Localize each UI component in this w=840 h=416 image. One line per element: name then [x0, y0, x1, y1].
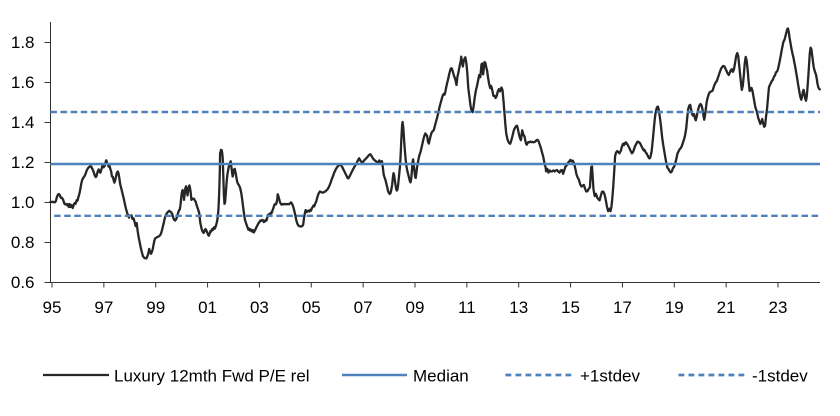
svg-text:99: 99 [146, 298, 165, 317]
svg-text:1.0: 1.0 [11, 193, 35, 212]
svg-text:1.2: 1.2 [11, 153, 35, 172]
svg-text:0.6: 0.6 [11, 273, 35, 292]
svg-text:0.8: 0.8 [11, 233, 35, 252]
svg-text:13: 13 [509, 298, 528, 317]
svg-text:1.4: 1.4 [11, 113, 35, 132]
svg-text:17: 17 [613, 298, 632, 317]
svg-text:19: 19 [665, 298, 684, 317]
svg-text:+1stdev: +1stdev [580, 367, 641, 386]
svg-text:95: 95 [43, 298, 62, 317]
svg-text:07: 07 [354, 298, 373, 317]
svg-text:Luxury 12mth Fwd P/E rel: Luxury 12mth Fwd P/E rel [114, 367, 310, 386]
svg-text:21: 21 [717, 298, 736, 317]
svg-text:03: 03 [250, 298, 269, 317]
svg-text:05: 05 [302, 298, 321, 317]
svg-text:-1stdev: -1stdev [752, 367, 808, 386]
svg-text:23: 23 [769, 298, 788, 317]
svg-text:09: 09 [406, 298, 425, 317]
svg-text:97: 97 [94, 298, 113, 317]
svg-text:Median: Median [413, 367, 469, 386]
svg-text:1.8: 1.8 [11, 33, 35, 52]
svg-text:01: 01 [198, 298, 217, 317]
svg-text:1.6: 1.6 [11, 73, 35, 92]
svg-text:15: 15 [561, 298, 580, 317]
svg-text:11: 11 [458, 298, 476, 317]
